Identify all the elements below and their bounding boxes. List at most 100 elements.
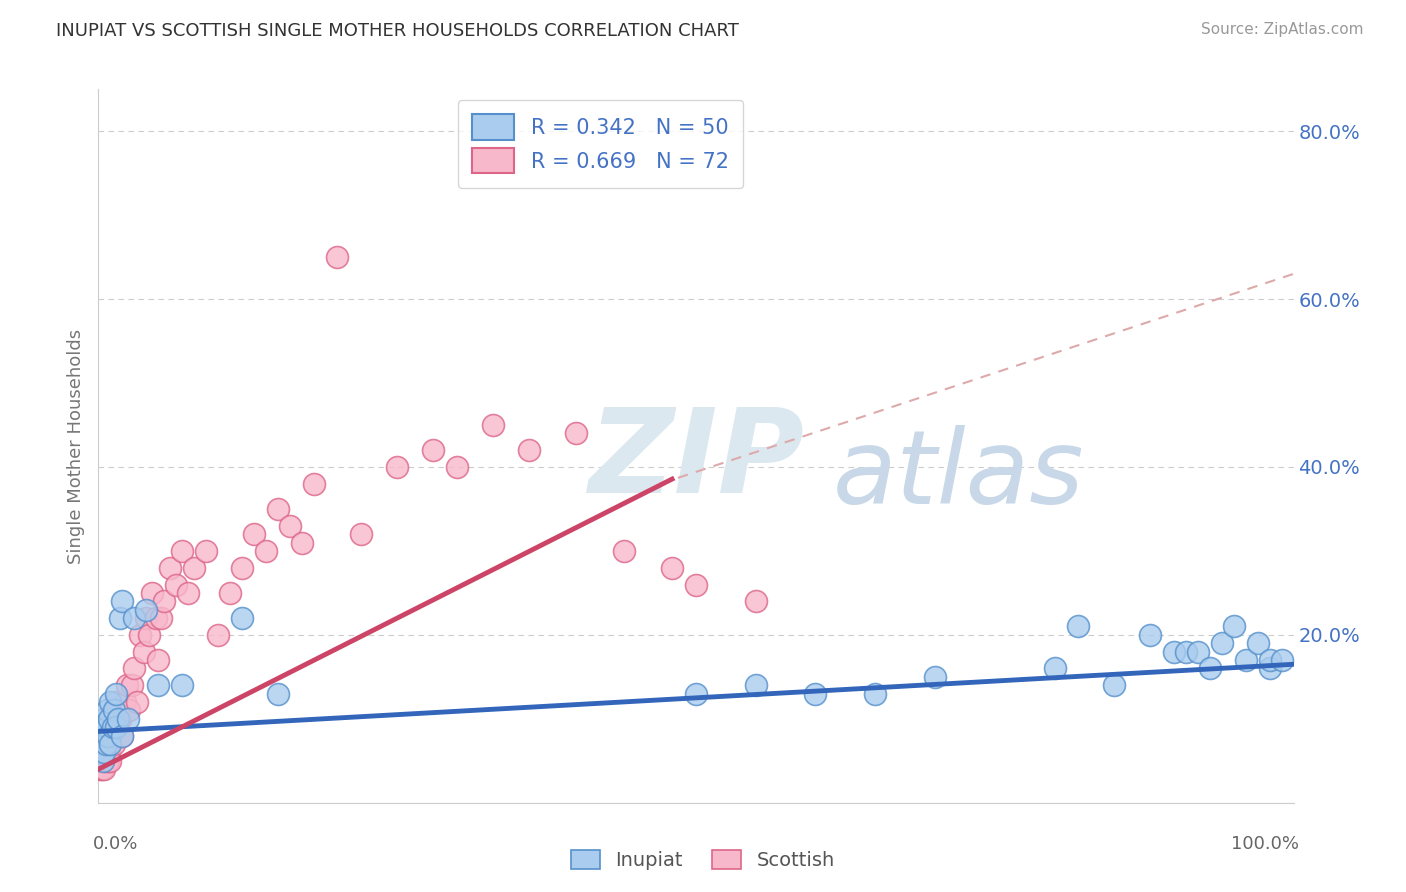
Point	[267, 687, 290, 701]
Point	[98, 712, 122, 726]
Point	[98, 712, 121, 726]
Point	[121, 678, 143, 692]
Point	[105, 695, 128, 709]
Point	[1163, 645, 1185, 659]
Point	[138, 628, 160, 642]
Y-axis label: Single Mother Households: Single Mother Households	[66, 328, 84, 564]
Point	[1246, 636, 1268, 650]
Point	[91, 720, 114, 734]
Point	[111, 729, 134, 743]
Point	[97, 754, 120, 768]
Point	[1102, 678, 1125, 692]
Point	[97, 729, 120, 743]
Text: atlas: atlas	[834, 425, 1084, 524]
Point	[105, 687, 128, 701]
Point	[481, 417, 505, 432]
Point	[90, 737, 112, 751]
Point	[91, 746, 114, 760]
Point	[93, 712, 115, 726]
Point	[100, 729, 122, 743]
Point	[745, 678, 768, 692]
Point	[132, 645, 155, 659]
Point	[98, 737, 122, 751]
Point	[1043, 661, 1066, 675]
Text: 0.0%: 0.0%	[93, 835, 138, 853]
Point	[172, 678, 194, 692]
Point	[159, 560, 181, 574]
Point	[172, 544, 194, 558]
Point	[1258, 661, 1281, 675]
Text: Source: ZipAtlas.com: Source: ZipAtlas.com	[1201, 22, 1364, 37]
Point	[1198, 661, 1220, 675]
Point	[231, 611, 253, 625]
Text: ZIP: ZIP	[588, 403, 804, 517]
Point	[101, 712, 124, 726]
Point	[94, 754, 117, 768]
Point	[278, 518, 301, 533]
Point	[613, 544, 636, 558]
Point	[118, 703, 141, 717]
Point	[96, 720, 118, 734]
Point	[135, 611, 157, 625]
Point	[194, 544, 217, 558]
Point	[326, 250, 349, 264]
Point	[422, 443, 444, 458]
Point	[1175, 645, 1198, 659]
Point	[1187, 645, 1209, 659]
Point	[108, 611, 131, 625]
Point	[135, 603, 157, 617]
Text: 100.0%: 100.0%	[1232, 835, 1299, 853]
Point	[1139, 628, 1161, 642]
Point	[111, 594, 134, 608]
Point	[108, 712, 131, 726]
Point	[90, 754, 112, 768]
Point	[1067, 619, 1090, 633]
Point	[97, 729, 120, 743]
Point	[111, 729, 134, 743]
Point	[243, 527, 266, 541]
Point	[685, 577, 707, 591]
Point	[91, 729, 114, 743]
Point	[107, 729, 129, 743]
Point	[124, 661, 146, 675]
Point	[804, 687, 827, 701]
Point	[91, 762, 114, 776]
Point	[1271, 653, 1294, 667]
Point	[129, 628, 152, 642]
Point	[924, 670, 946, 684]
Point	[94, 729, 117, 743]
Point	[1211, 636, 1233, 650]
Point	[103, 703, 125, 717]
Point	[104, 720, 127, 734]
Point	[96, 746, 118, 760]
Point	[115, 678, 138, 692]
Point	[98, 695, 122, 709]
Point	[446, 460, 468, 475]
Point	[103, 737, 125, 751]
Point	[98, 720, 121, 734]
Point	[101, 720, 124, 734]
Point	[685, 687, 707, 701]
Point	[107, 712, 129, 726]
Point	[89, 746, 111, 760]
Point	[302, 476, 325, 491]
Point	[93, 746, 115, 760]
Point	[745, 594, 768, 608]
Point	[350, 527, 373, 541]
Point	[96, 720, 118, 734]
Point	[89, 762, 111, 776]
Point	[863, 687, 886, 701]
Point	[98, 746, 121, 760]
Point	[91, 729, 114, 743]
Point	[385, 460, 409, 475]
Point	[177, 586, 200, 600]
Point	[565, 426, 588, 441]
Point	[89, 746, 111, 760]
Point	[93, 762, 115, 776]
Point	[96, 703, 118, 717]
Point	[148, 678, 170, 692]
Point	[103, 703, 125, 717]
Point	[254, 544, 277, 558]
Point	[290, 535, 312, 549]
Point	[98, 754, 122, 768]
